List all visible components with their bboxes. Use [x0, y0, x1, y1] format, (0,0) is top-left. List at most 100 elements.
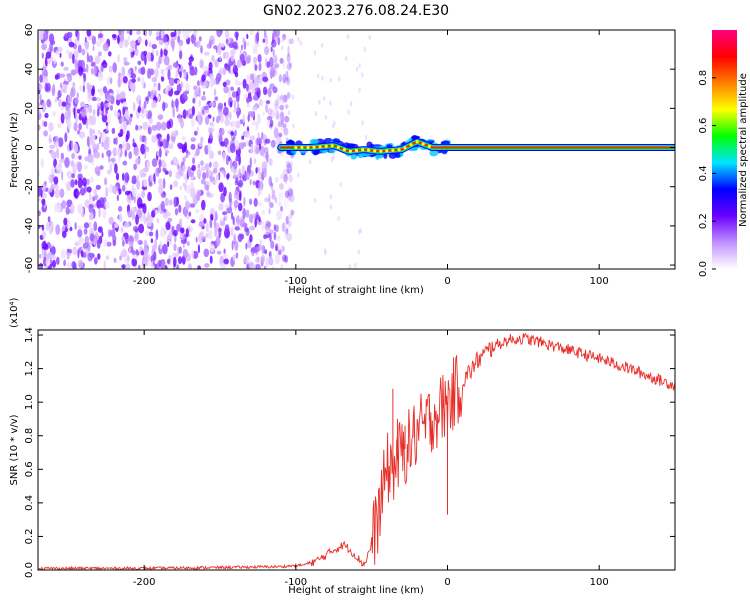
snr-y-label: SNR (10 * v/v): [9, 414, 20, 485]
noise-blob: [165, 211, 171, 217]
noise-blob: [235, 154, 240, 162]
y-tick-label: -20: [24, 179, 35, 195]
noise-blob: [112, 184, 118, 195]
noise-blob: [134, 66, 137, 71]
noise-blob: [285, 70, 289, 81]
noise-blob: [122, 101, 127, 108]
noise-blob: [223, 51, 226, 60]
noise-blob: [320, 42, 324, 48]
signal-peak: [373, 149, 377, 153]
y-tick-label: 0.8: [24, 428, 35, 444]
noise-blob: [66, 31, 73, 39]
noise-blob: [132, 187, 138, 198]
snr-y-scale-label: (x10⁴): [9, 297, 20, 328]
noise-blob: [230, 131, 235, 136]
noise-blob: [93, 203, 97, 208]
noise-blob: [166, 133, 170, 142]
noise-blob: [72, 53, 75, 64]
noise-blob: [98, 33, 104, 39]
noise-blob: [124, 172, 130, 184]
y-tick-label: 60: [24, 24, 35, 37]
noise-blob: [209, 161, 212, 168]
noise-blob: [126, 192, 132, 204]
noise-blob: [133, 163, 138, 171]
noise-blob: [198, 36, 202, 42]
noise-blob: [204, 115, 210, 126]
noise-blob: [261, 209, 266, 216]
noise-blob: [177, 35, 180, 43]
noise-blob: [235, 177, 239, 184]
noise-blob: [195, 209, 200, 214]
noise-blob: [78, 122, 82, 131]
noise-blob: [282, 73, 287, 84]
noise-blob: [257, 201, 263, 206]
noise-blob: [39, 253, 42, 259]
noise-blob: [38, 186, 42, 197]
noise-blob: [70, 203, 75, 214]
noise-blob: [66, 252, 70, 260]
noise-blob: [144, 145, 147, 150]
noise-blob: [116, 194, 119, 202]
noise-blob: [212, 116, 215, 122]
noise-blob: [93, 149, 97, 158]
noise-blob: [208, 150, 214, 160]
y-tick-label: 0: [24, 144, 35, 150]
noise-blob: [209, 127, 215, 133]
noise-blob: [94, 166, 101, 175]
y-tick-label: 20: [24, 102, 35, 115]
noise-blob: [73, 49, 79, 60]
noise-blob: [246, 103, 250, 108]
noise-blob: [219, 127, 225, 136]
noise-blob: [266, 61, 270, 69]
noise-blob: [60, 249, 66, 260]
noise-blob: [223, 186, 227, 197]
x-tick-label: 100: [590, 577, 609, 588]
noise-blob: [175, 98, 179, 109]
noise-blob: [54, 141, 59, 150]
noise-blob: [133, 146, 140, 157]
noise-blob: [128, 68, 132, 75]
noise-blob: [164, 265, 168, 269]
noise-blob: [183, 71, 187, 79]
noise-blob: [204, 163, 210, 171]
noise-blob: [237, 202, 243, 212]
noise-blob: [128, 116, 133, 123]
signal-peak: [294, 145, 298, 150]
noise-blob: [79, 187, 86, 196]
noise-blob: [252, 180, 256, 186]
noise-blob: [140, 250, 145, 256]
noise-blob: [75, 155, 78, 160]
noise-blob: [251, 121, 257, 126]
noise-blob: [59, 188, 65, 198]
noise-blob: [190, 143, 196, 150]
noise-blob: [179, 169, 184, 177]
spectrogram-y-label: Frequency (Hz): [9, 112, 20, 188]
noise-blob: [272, 86, 278, 94]
noise-blob: [57, 137, 64, 148]
noise-blob: [291, 195, 294, 201]
noise-blob: [233, 99, 237, 110]
noise-blob: [182, 164, 186, 172]
noise-blob: [151, 158, 158, 168]
noise-blob: [49, 144, 55, 149]
noise-blob: [274, 176, 279, 183]
noise-blob: [77, 173, 83, 180]
signal-blob: [441, 140, 450, 145]
noise-blob: [209, 79, 214, 86]
noise-blob: [226, 173, 230, 180]
noise-blob: [76, 30, 79, 35]
noise-blob: [38, 262, 44, 269]
noise-blob: [223, 106, 229, 116]
noise-blob: [216, 72, 222, 82]
noise-blob: [151, 210, 156, 218]
noise-blob: [282, 123, 287, 128]
noise-blob: [47, 265, 53, 269]
noise-blob: [208, 61, 213, 71]
noise-blob: [357, 249, 360, 255]
noise-blob: [71, 173, 75, 178]
noise-blob: [39, 74, 43, 83]
noise-blob: [60, 61, 64, 67]
noise-blob: [229, 111, 232, 120]
noise-blob: [89, 134, 92, 142]
noise-blob: [187, 171, 194, 178]
